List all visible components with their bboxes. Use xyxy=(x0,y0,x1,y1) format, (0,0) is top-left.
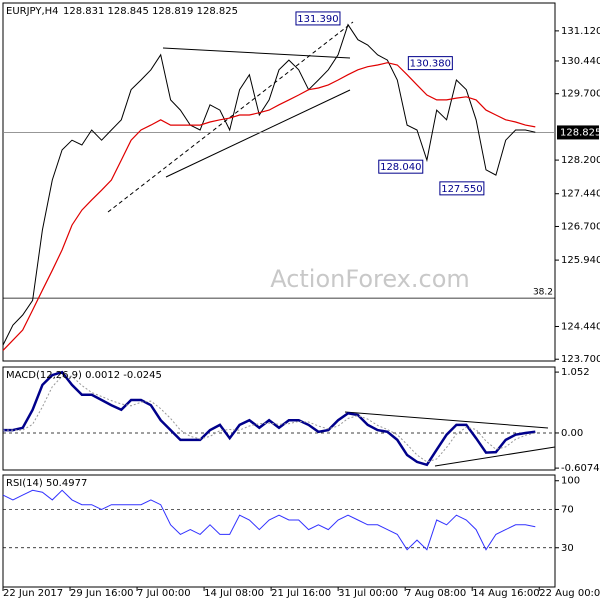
y-tick-label: 124.440 xyxy=(561,321,600,332)
annotation-box xyxy=(439,181,485,196)
series-line xyxy=(3,375,536,463)
x-tick-label: 31 Jul 00:00 xyxy=(338,588,398,599)
y-tick-label: 130.440 xyxy=(561,56,600,67)
series-line xyxy=(2,489,536,551)
last-price-label: 128.825 xyxy=(560,127,600,138)
panel-title: RSI(14) 50.4977 xyxy=(6,478,87,489)
x-tick-label: 21 Jul 16:00 xyxy=(271,588,331,599)
x-tick-label: 7 Jul 00:00 xyxy=(137,588,191,599)
last-price-box xyxy=(557,125,599,140)
y-tick-label: 70 xyxy=(561,504,574,515)
annotation-label: 128.040 xyxy=(380,162,421,173)
fib-label: 38.2 xyxy=(533,288,553,298)
panel-subtitle: 128.831 128.845 128.819 128.825 xyxy=(63,6,238,17)
x-tick-label: 29 Jun 16:00 xyxy=(70,588,134,599)
x-tick-label: 22 Aug 00:00 xyxy=(539,588,600,599)
y-tick-label: 128.200 xyxy=(561,155,600,166)
y-tick-label: 125.940 xyxy=(561,255,600,266)
y-tick-label: 0.00 xyxy=(561,428,583,439)
trendlines xyxy=(107,21,556,467)
annotation-box xyxy=(295,11,341,26)
trendline xyxy=(107,21,354,213)
annotation-label: 131.390 xyxy=(297,14,338,25)
panel-title: EURJPY,H4 xyxy=(6,6,59,17)
series-line xyxy=(2,62,536,351)
panel-frame xyxy=(2,2,556,362)
panel-title: MACD(12,26,9) 0.0012 -0.0245 xyxy=(6,370,162,381)
y-tick-label: 1.052 xyxy=(561,367,590,378)
y-tick-label: 127.440 xyxy=(561,189,600,200)
panel-frame xyxy=(2,474,556,588)
y-tick-label: 129.700 xyxy=(561,89,600,100)
x-tick-label: 7 Aug 08:00 xyxy=(405,588,466,599)
trendline xyxy=(344,411,549,429)
x-tick-label: 14 Aug 16:00 xyxy=(472,588,539,599)
trendline xyxy=(434,446,556,467)
annotation-label: 130.380 xyxy=(410,59,451,70)
y-tick-label: 30 xyxy=(561,543,574,554)
y-tick-label: 131.120 xyxy=(561,26,600,37)
y-tick-label: -0.6074 xyxy=(561,463,600,474)
annotation-box xyxy=(407,56,453,71)
y-tick-label: 100 xyxy=(561,476,580,487)
watermark: ActionForex.com xyxy=(270,265,470,293)
series-line xyxy=(3,370,536,467)
trendline xyxy=(162,47,351,59)
annotation-label: 127.550 xyxy=(441,184,482,195)
x-tick-label: 14 Jul 08:00 xyxy=(204,588,264,599)
annotation-box xyxy=(378,159,424,174)
x-tick-label: 22 Jun 2017 xyxy=(3,588,63,599)
y-tick-label: 126.700 xyxy=(561,221,600,232)
panel-frame xyxy=(2,366,556,471)
trendline xyxy=(165,89,351,178)
series-line xyxy=(2,23,536,346)
y-tick-label: 123.700 xyxy=(561,354,600,365)
